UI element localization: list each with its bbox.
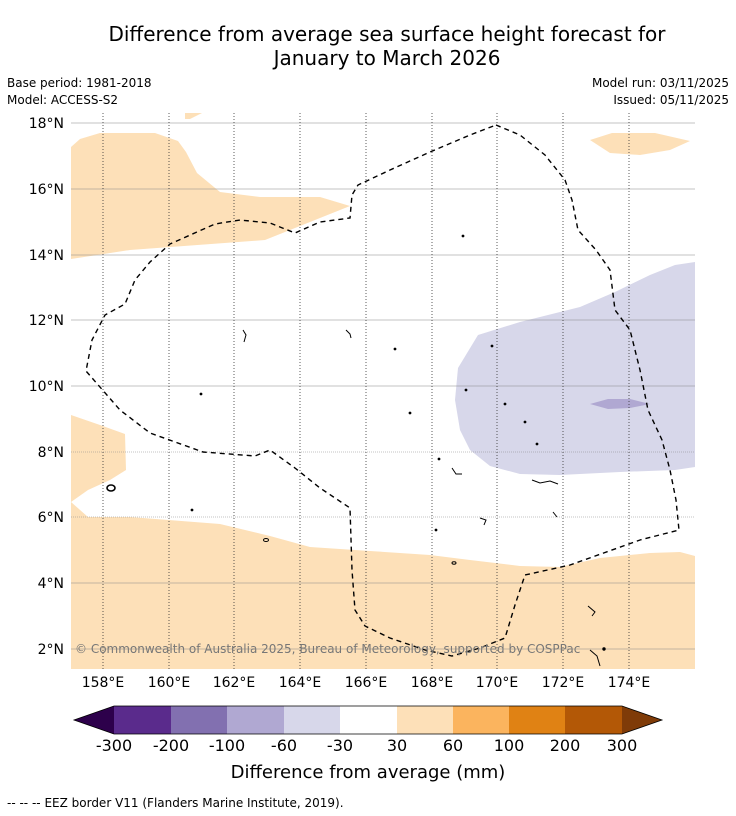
model-text: Model: ACCESS-S2 xyxy=(7,93,119,107)
island-outline xyxy=(190,508,194,512)
lon-label-164e: 164°E xyxy=(279,675,322,691)
colorbar-extend-low xyxy=(74,706,114,734)
lat-label-6n: 6°N xyxy=(38,510,64,526)
island-outline xyxy=(106,484,116,492)
colorbar-tick-label: -100 xyxy=(209,736,245,755)
anomaly-region-south xyxy=(71,502,695,669)
island-outline xyxy=(589,649,601,667)
lon-label-168e: 168°E xyxy=(411,675,454,691)
latitude-labels: 18°N 16°N 14°N 12°N 10°N 8°N 6°N 4°N 2°N xyxy=(29,116,64,658)
colorbar-tick-label: 100 xyxy=(494,736,525,755)
colorbar-tick-label: -200 xyxy=(153,736,189,755)
colorbar-swatch xyxy=(340,706,397,734)
island-outline xyxy=(602,647,606,651)
eez-legend-symbol: -- -- -- xyxy=(7,796,41,810)
map-area: © Commonwealth of Australia 2025, Bureau… xyxy=(71,113,695,669)
island-outline xyxy=(199,392,203,396)
colorbar-swatch xyxy=(453,706,509,734)
anomaly-region-west xyxy=(71,415,126,502)
colorbar-tick-label: -60 xyxy=(271,736,297,755)
island-outline xyxy=(479,517,487,526)
island-outline xyxy=(531,479,559,485)
colorbar-swatch xyxy=(397,706,453,734)
lat-label-8n: 8°N xyxy=(38,445,64,461)
island-outline xyxy=(393,347,397,351)
island-outline xyxy=(552,511,558,518)
lat-label-10n: 10°N xyxy=(29,379,64,395)
colorbar-extend-high xyxy=(622,706,662,734)
lat-label-18n: 18°N xyxy=(29,116,64,132)
base-period-text: Base period: 1981-2018 xyxy=(7,76,152,90)
colorbar-title: Difference from average (mm) xyxy=(231,762,506,783)
island-outline xyxy=(587,605,596,617)
lon-label-158e: 158°E xyxy=(82,675,125,691)
lon-label-166e: 166°E xyxy=(345,675,388,691)
colorbar-swatch xyxy=(509,706,565,734)
island-outline xyxy=(535,442,539,446)
island-outline xyxy=(408,411,412,415)
copyright-text: © Commonwealth of Australia 2025, Bureau… xyxy=(75,642,580,656)
meta-left: Base period: 1981-2018 Model: ACCESS-S2 xyxy=(7,75,152,109)
colorbar-tick-label: -30 xyxy=(327,736,353,755)
colorbar-tick-label: 300 xyxy=(607,736,638,755)
colorbar-tick-label: -300 xyxy=(96,736,132,755)
colorbar: -300 -200 -100 -60 -30 30 60 100 200 300… xyxy=(72,705,664,783)
colorbar-tick-label: 60 xyxy=(443,736,463,755)
island-outline xyxy=(490,344,494,348)
eez-legend: -- -- -- EEZ border V11 (Flanders Marine… xyxy=(7,796,344,810)
island-outline xyxy=(464,388,468,392)
lon-label-174e: 174°E xyxy=(608,675,651,691)
island-outline xyxy=(263,538,269,542)
lon-label-170e: 170°E xyxy=(476,675,519,691)
lon-label-162e: 162°E xyxy=(213,675,256,691)
colorbar-swatch xyxy=(284,706,340,734)
latitude-gridlines xyxy=(71,122,695,650)
chart-title: Difference from average sea surface heig… xyxy=(40,22,734,70)
island-outline xyxy=(523,420,527,424)
title-line-2: January to March 2026 xyxy=(273,46,501,70)
colorbar-swatch xyxy=(114,706,171,734)
anomaly-region-top-sliver xyxy=(185,113,202,119)
longitude-labels: 158°E 160°E 162°E 164°E 166°E 168°E 170°… xyxy=(82,675,651,691)
issued-text: Issued: 05/11/2025 xyxy=(613,93,729,107)
lat-label-16n: 16°N xyxy=(29,182,64,198)
island-outline xyxy=(437,457,441,461)
islands xyxy=(106,234,606,667)
colorbar-tick-label: 30 xyxy=(387,736,407,755)
title-line-1: Difference from average sea surface heig… xyxy=(108,22,666,46)
island-outline xyxy=(242,329,247,343)
lat-label-14n: 14°N xyxy=(29,248,64,264)
anomaly-region-northeast xyxy=(590,133,690,155)
colorbar-swatch xyxy=(227,706,284,734)
island-outline xyxy=(434,528,438,532)
lon-label-160e: 160°E xyxy=(148,675,191,691)
anomaly-patch-east-strong xyxy=(590,399,650,409)
meta-right: Model run: 03/11/2025 Issued: 05/11/2025 xyxy=(592,75,729,109)
island-outline xyxy=(345,329,352,339)
model-run-text: Model run: 03/11/2025 xyxy=(591,76,729,90)
eez-legend-text: EEZ border V11 (Flanders Marine Institut… xyxy=(44,796,344,810)
colorbar-swatch xyxy=(171,706,227,734)
colorbar-swatch xyxy=(565,706,622,734)
island-outline xyxy=(451,467,462,475)
colorbar-outline xyxy=(72,705,664,735)
colorbar-tick-label: 200 xyxy=(550,736,581,755)
colorbar-tick-labels: -300 -200 -100 -60 -30 30 60 100 200 300 xyxy=(96,736,637,755)
anomaly-region-east-negative xyxy=(455,262,695,475)
lat-label-4n: 4°N xyxy=(38,576,64,592)
island-outline xyxy=(461,234,465,238)
lat-label-2n: 2°N xyxy=(38,642,64,658)
island-outline xyxy=(503,402,507,406)
lon-label-172e: 172°E xyxy=(542,675,585,691)
lat-label-12n: 12°N xyxy=(29,313,64,329)
island-outline xyxy=(451,561,457,565)
